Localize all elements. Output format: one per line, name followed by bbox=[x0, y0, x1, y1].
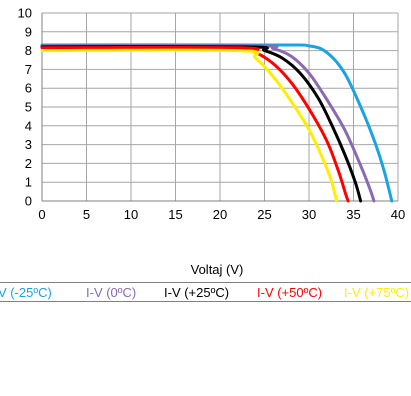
x-tick-label: 5 bbox=[83, 207, 90, 222]
x-tick-label: 15 bbox=[168, 207, 182, 222]
legend-entry-1: I-V (0ºC) bbox=[86, 285, 136, 300]
x-tick-label: 30 bbox=[302, 207, 316, 222]
y-tick-label: 8 bbox=[25, 43, 32, 58]
series-line-4 bbox=[40, 48, 339, 203]
x-tick-label: 0 bbox=[38, 207, 45, 222]
legend-entry-3: I-V (+50ºC) bbox=[257, 285, 322, 300]
y-tick-label: 10 bbox=[18, 6, 32, 21]
x-tick-label: 10 bbox=[124, 207, 138, 222]
y-tick-label: 7 bbox=[25, 62, 32, 77]
x-tick-label: 40 bbox=[391, 207, 405, 222]
tick-labels: 0 1 2 3 4 5 6 7 8 9 10 0 5 10 15 20 25 30 35 40 bbox=[18, 6, 406, 223]
grid bbox=[41, 12, 399, 202]
legend-entry-2: I-V (+25ºC) bbox=[164, 285, 229, 300]
y-tick-label: 2 bbox=[25, 156, 32, 171]
y-tick-label: 0 bbox=[25, 194, 32, 209]
y-tick-label: 1 bbox=[25, 175, 32, 190]
y-tick-label: 3 bbox=[25, 137, 32, 152]
series bbox=[40, 43, 394, 203]
y-tick-label: 9 bbox=[25, 24, 32, 39]
x-axis-title: Voltaj (V) bbox=[191, 262, 244, 277]
legend: I-V (-25ºC) I-V (0ºC) I-V (+25ºC) I-V (+50º… bbox=[0, 282, 411, 302]
x-tick-label: 25 bbox=[257, 207, 271, 222]
x-tick-label: 35 bbox=[346, 207, 360, 222]
x-tick-label: 20 bbox=[213, 207, 227, 222]
legend-entry-4: I-V (+75ºC) bbox=[344, 285, 409, 300]
legend-entry-0: I-V (-25ºC) bbox=[0, 285, 52, 300]
y-tick-label: 6 bbox=[25, 81, 32, 96]
y-tick-label: 5 bbox=[25, 100, 32, 115]
series-line-3 bbox=[40, 45, 350, 203]
y-tick-label: 4 bbox=[25, 118, 32, 133]
